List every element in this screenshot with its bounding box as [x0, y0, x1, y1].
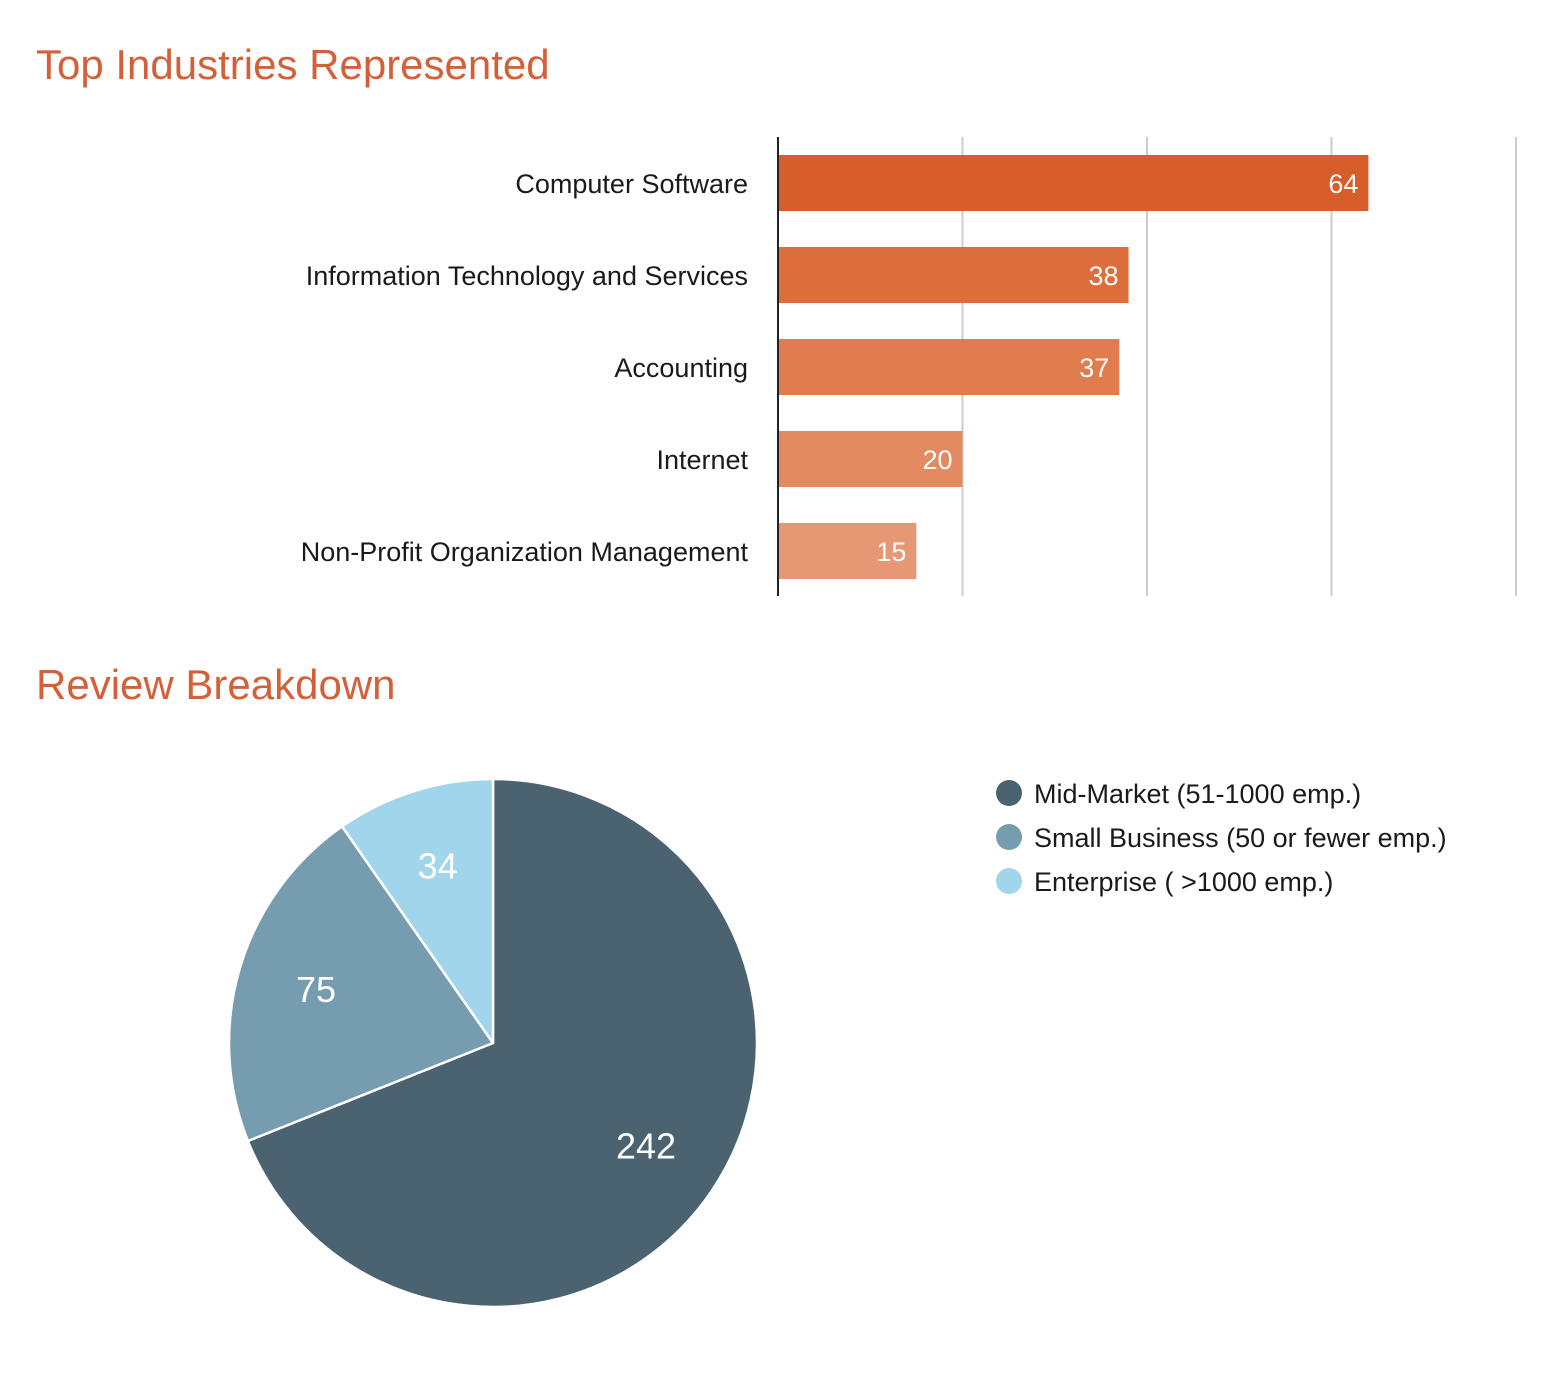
legend-swatch — [996, 868, 1022, 894]
pie-slice-value-label: 75 — [296, 969, 336, 1010]
bar-value-label: 20 — [922, 445, 952, 475]
category-label: Internet — [656, 445, 748, 475]
pie-slice-value-label: 242 — [616, 1126, 676, 1167]
pie-legend: Mid-Market (51-1000 emp.) Small Business … — [996, 779, 1447, 897]
industries-section-title: Top Industries Represented — [36, 41, 550, 88]
bar — [778, 247, 1129, 303]
bar-value-label: 64 — [1328, 169, 1358, 199]
bar — [778, 339, 1120, 395]
bar-value-label: 15 — [876, 537, 906, 567]
bar — [778, 155, 1369, 211]
category-label: Non-Profit Organization Management — [301, 537, 749, 567]
legend-swatch — [996, 780, 1022, 806]
bar — [778, 523, 917, 579]
pie-slice — [340, 777, 495, 1045]
legend-item: Enterprise ( >1000 emp.) — [996, 867, 1333, 897]
legend-label: Mid-Market (51-1000 emp.) — [1034, 779, 1361, 809]
legend-label: Small Business (50 or fewer emp.) — [1034, 823, 1447, 853]
bar-value-label: 37 — [1079, 353, 1109, 383]
pie-slice — [227, 825, 495, 1143]
breakdown-section-title: Review Breakdown — [36, 661, 396, 708]
pie-slice-value-label: 34 — [418, 846, 458, 887]
bar — [778, 431, 963, 487]
category-label: Computer Software — [515, 169, 748, 199]
pie-slice — [246, 777, 759, 1309]
pie-slices — [227, 777, 759, 1309]
pie-labels: 242 75 34 — [296, 846, 676, 1167]
category-label: Information Technology and Services — [306, 261, 748, 291]
bar-value-label: 38 — [1089, 261, 1119, 291]
industries-bar-chart: Computer Software 64 Information Technolog… — [301, 137, 1517, 596]
legend-item: Mid-Market (51-1000 emp.) — [996, 779, 1361, 809]
legend-item: Small Business (50 or fewer emp.) — [996, 823, 1447, 853]
legend-label: Enterprise ( >1000 emp.) — [1034, 867, 1333, 897]
category-label: Accounting — [614, 353, 748, 383]
legend-swatch — [996, 824, 1022, 850]
